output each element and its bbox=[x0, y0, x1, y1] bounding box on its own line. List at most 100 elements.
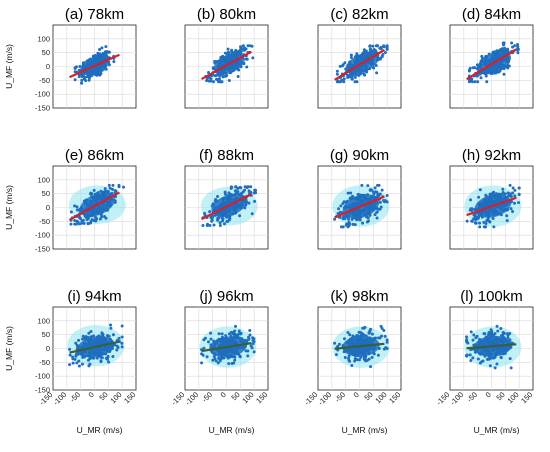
data-point bbox=[100, 333, 104, 337]
data-point bbox=[120, 324, 124, 328]
data-point bbox=[357, 73, 361, 77]
data-point bbox=[210, 219, 214, 223]
x-tick-label: -50 bbox=[465, 390, 479, 404]
data-point bbox=[367, 219, 370, 223]
data-point bbox=[209, 337, 213, 341]
y-tick-label: -50 bbox=[39, 358, 50, 367]
data-point bbox=[511, 191, 515, 195]
data-point bbox=[475, 217, 479, 221]
x-tick-label: 100 bbox=[505, 390, 520, 405]
data-point bbox=[501, 191, 505, 195]
data-point bbox=[516, 42, 519, 46]
data-point bbox=[220, 332, 224, 336]
data-point bbox=[104, 53, 108, 57]
data-point bbox=[383, 334, 387, 338]
data-point bbox=[357, 358, 361, 362]
data-point bbox=[482, 332, 486, 336]
data-point bbox=[248, 333, 252, 337]
panel-title: (i) 94km bbox=[67, 288, 121, 305]
panel-g: (g) 90km bbox=[317, 147, 402, 250]
y-tick-label: -100 bbox=[35, 90, 50, 99]
data-point bbox=[469, 358, 473, 362]
data-point bbox=[120, 345, 124, 349]
y-tick-label: -100 bbox=[35, 231, 50, 240]
data-point bbox=[206, 340, 210, 344]
data-point bbox=[78, 222, 82, 226]
data-point bbox=[343, 356, 347, 360]
data-point bbox=[248, 44, 252, 48]
data-point bbox=[86, 222, 90, 226]
data-point bbox=[241, 44, 245, 48]
data-point bbox=[488, 364, 492, 368]
data-point bbox=[342, 200, 346, 204]
data-point bbox=[508, 183, 512, 187]
data-point bbox=[238, 332, 242, 336]
data-point bbox=[467, 68, 471, 72]
data-point bbox=[339, 225, 343, 229]
y-tick-label: -50 bbox=[39, 76, 50, 85]
data-point bbox=[492, 225, 496, 229]
data-point bbox=[68, 363, 72, 367]
data-point bbox=[98, 48, 102, 52]
data-point bbox=[335, 69, 339, 73]
data-point bbox=[349, 55, 353, 59]
data-point bbox=[509, 194, 513, 198]
data-point bbox=[340, 64, 344, 68]
data-point bbox=[81, 337, 85, 341]
data-point bbox=[233, 358, 237, 362]
data-point bbox=[111, 187, 115, 191]
data-point bbox=[356, 193, 360, 197]
data-point bbox=[471, 356, 475, 360]
data-point bbox=[223, 190, 227, 194]
fit-line bbox=[334, 342, 385, 350]
data-point bbox=[353, 75, 357, 79]
data-point bbox=[513, 194, 517, 198]
data-point bbox=[348, 333, 352, 337]
y-tick-label: 50 bbox=[42, 330, 50, 339]
data-point bbox=[71, 361, 75, 365]
data-point bbox=[249, 344, 253, 348]
data-point bbox=[346, 217, 350, 221]
panel-e: -150 -100 -50 0 50 100 U_MF (m/s) (e) 86km bbox=[4, 147, 137, 254]
data-point bbox=[503, 46, 507, 50]
data-point bbox=[226, 47, 230, 51]
data-point bbox=[364, 49, 368, 53]
data-point bbox=[80, 81, 84, 85]
data-point bbox=[349, 53, 353, 57]
plot-content bbox=[200, 185, 258, 227]
panel-title: (j) 96km bbox=[199, 288, 253, 305]
data-point bbox=[385, 338, 389, 342]
data-point bbox=[501, 187, 505, 191]
plot-content bbox=[332, 324, 390, 369]
data-point bbox=[355, 218, 359, 222]
data-point bbox=[372, 190, 376, 194]
data-point bbox=[78, 65, 82, 69]
data-point bbox=[375, 216, 379, 220]
data-point bbox=[248, 328, 252, 332]
data-point bbox=[112, 60, 116, 64]
x-tick-label: 50 bbox=[97, 390, 109, 402]
data-point bbox=[370, 355, 374, 359]
data-point bbox=[502, 72, 506, 76]
x-tick-label: -150 bbox=[302, 390, 319, 407]
y-tick-label: -150 bbox=[35, 386, 50, 395]
data-point bbox=[488, 192, 492, 196]
data-point bbox=[107, 63, 111, 67]
data-point bbox=[476, 80, 480, 84]
data-point bbox=[380, 55, 384, 59]
data-point bbox=[233, 50, 237, 54]
plot-content bbox=[466, 41, 520, 84]
data-point bbox=[203, 336, 207, 340]
data-point bbox=[120, 341, 124, 345]
data-point bbox=[80, 219, 84, 223]
data-point bbox=[227, 79, 231, 83]
data-point bbox=[333, 217, 337, 221]
data-point bbox=[214, 359, 218, 363]
data-point bbox=[241, 190, 245, 194]
y-tick-label: 100 bbox=[37, 175, 50, 184]
data-point bbox=[488, 356, 492, 360]
data-point bbox=[378, 200, 382, 204]
data-point bbox=[117, 185, 121, 189]
data-point bbox=[473, 213, 477, 217]
fit-line bbox=[466, 196, 517, 217]
